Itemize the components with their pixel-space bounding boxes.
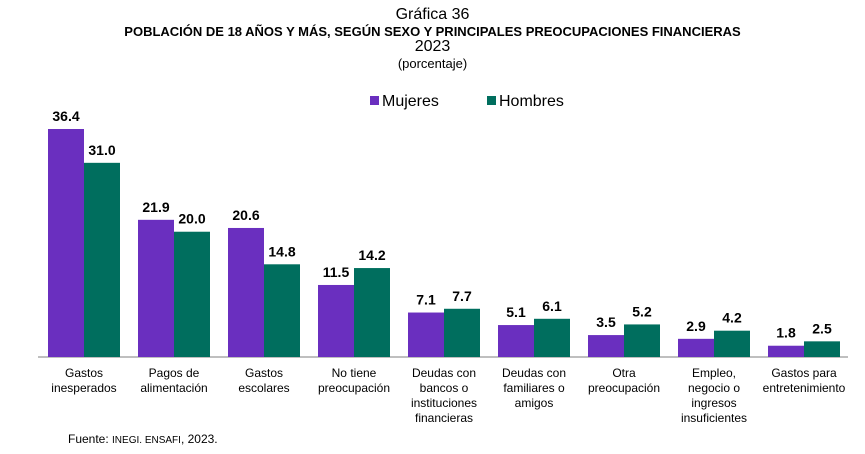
bar-hombres xyxy=(714,330,750,357)
category-label: Gastos inesperados xyxy=(51,366,116,395)
source-prefix: Fuente: xyxy=(68,432,113,446)
data-label-mujeres: 2.9 xyxy=(686,318,706,334)
bar-hombres xyxy=(624,324,660,357)
source-note: Fuente: INEGI. ENSAFI, 2023. xyxy=(68,432,218,446)
data-label-mujeres: 21.9 xyxy=(142,199,169,215)
legend-swatch-hombres xyxy=(487,96,496,105)
bar-hombres xyxy=(534,318,570,357)
chart-year: 2023 xyxy=(414,38,451,55)
bar-mujeres xyxy=(678,338,714,357)
data-label-mujeres: 11.5 xyxy=(323,264,350,280)
bar-mujeres xyxy=(768,345,804,357)
data-label-hombres: 20.0 xyxy=(178,211,205,227)
data-label-hombres: 31.0 xyxy=(88,142,115,158)
bar-mujeres xyxy=(228,227,264,357)
source-suffix: , 2023. xyxy=(180,432,218,446)
bar-hombres xyxy=(804,341,840,357)
bar-mujeres xyxy=(588,335,624,357)
chart-title: POBLACIÓN DE 18 AÑOS Y MÁS, SEGÚN SEXO Y… xyxy=(124,24,741,39)
data-label-hombres: 6.1 xyxy=(542,298,562,314)
category-label: Gastos escolares xyxy=(238,366,289,395)
bar-mujeres xyxy=(318,284,354,357)
data-label-mujeres: 36.4 xyxy=(52,108,79,124)
data-label-hombres: 4.2 xyxy=(722,310,742,326)
bar-mujeres xyxy=(498,325,534,357)
bar-hombres xyxy=(444,308,480,357)
bar-mujeres xyxy=(48,129,84,357)
category-label: Otra preocupación xyxy=(588,366,660,395)
data-label-hombres: 2.5 xyxy=(812,320,832,336)
bar-mujeres xyxy=(408,312,444,357)
category-label: Deudas con bancos o instituciones financier… xyxy=(411,366,477,425)
legend-label-mujeres: Mujeres xyxy=(382,93,439,110)
category-label: Deudas con familiares o amigos xyxy=(502,366,566,410)
category-label: No tiene preocupación xyxy=(318,366,390,395)
chart-unit: (porcentaje) xyxy=(397,56,468,71)
data-label-mujeres: 1.8 xyxy=(776,325,796,341)
bar-mujeres xyxy=(138,219,174,357)
data-label-hombres: 5.2 xyxy=(632,303,652,319)
bar-hombres xyxy=(264,264,300,357)
legend-swatch-mujeres xyxy=(370,96,379,105)
source-org: INEGI. ENSAFI xyxy=(112,435,181,446)
bar-hombres xyxy=(84,162,120,357)
category-label: Empleo, negocio o ingresos insuficientes xyxy=(681,366,747,425)
data-label-mujeres: 7.1 xyxy=(416,292,436,308)
data-label-hombres: 14.2 xyxy=(358,247,385,263)
data-label-mujeres: 20.6 xyxy=(232,207,259,223)
data-label-mujeres: 3.5 xyxy=(596,314,616,330)
legend-label-hombres: Hombres xyxy=(499,93,564,110)
bar-hombres xyxy=(174,231,210,357)
data-label-hombres: 14.8 xyxy=(268,243,295,259)
chart-label: Gráfica 36 xyxy=(395,6,470,23)
category-label: Gastos para entretenimiento xyxy=(763,366,846,395)
data-label-mujeres: 5.1 xyxy=(506,304,526,320)
bar-hombres xyxy=(354,268,390,357)
category-label: Pagos de alimentación xyxy=(140,366,207,395)
data-label-hombres: 7.7 xyxy=(452,288,472,304)
